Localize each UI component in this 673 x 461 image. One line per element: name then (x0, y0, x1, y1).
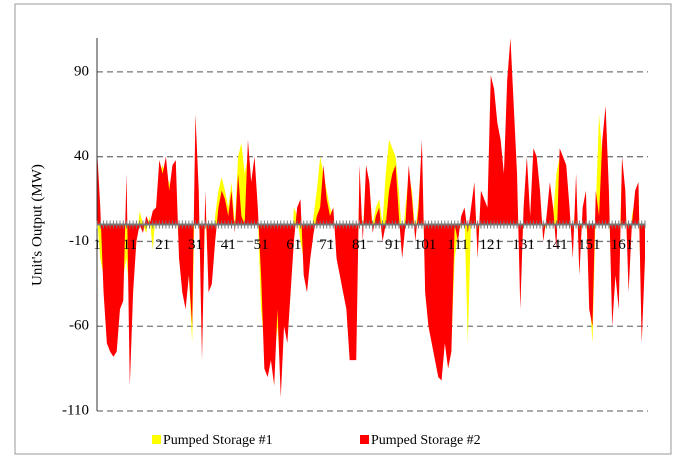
y-axis-title: Unit's Output (MW) (29, 164, 45, 286)
x-tick-label: 71 (319, 237, 334, 253)
x-tick-label: 51 (254, 237, 269, 253)
x-tick-label: 81 (352, 237, 367, 253)
x-tick-label: 141 (545, 237, 568, 253)
x-tick-label: 21 (155, 237, 170, 253)
area-series (97, 38, 645, 398)
x-tick-label: 101 (414, 237, 437, 253)
x-tick-label: 91 (385, 237, 400, 253)
x-tick-label: 11 (123, 237, 137, 253)
legend-swatch (152, 435, 161, 444)
x-tick-label: 61 (286, 237, 301, 253)
x-tick-label: 151 (578, 237, 601, 253)
x-tick-label: 31 (188, 237, 203, 253)
legend-label: Pumped Storage #2 (371, 433, 481, 448)
y-tick-label: -110 (62, 402, 89, 418)
y-tick-label: -10 (69, 233, 89, 249)
y-tick-label: 90 (74, 63, 89, 79)
x-tick-label: 161 (611, 237, 634, 253)
x-tick-label: 111 (447, 237, 468, 253)
legend-label: Pumped Storage #1 (163, 433, 273, 448)
y-tick-label: 40 (74, 148, 89, 164)
legend-swatch (360, 435, 369, 444)
x-tick-label: 41 (221, 237, 236, 253)
x-tick-label: 121 (480, 237, 503, 253)
y-tick-label: -60 (69, 318, 89, 334)
x-tick-label: 131 (512, 237, 535, 253)
x-tick-label: 1 (93, 237, 101, 253)
